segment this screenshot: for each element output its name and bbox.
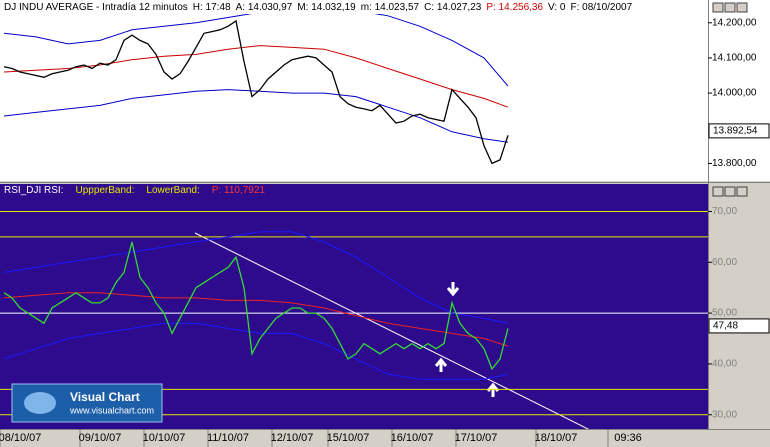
rsi-axis-area [708, 184, 770, 429]
y-tick-label: 14.000,00 [712, 88, 757, 99]
header-field: P: 14.256,36 [486, 2, 543, 13]
window-buttons[interactable] [712, 2, 748, 197]
last-value-box [708, 318, 770, 334]
logo: Visual Chart www.visualchart.com [11, 383, 163, 423]
price-panel [0, 0, 708, 181]
header-field: UppperBand: [75, 185, 134, 196]
x-tick-label: 11/10/07 [207, 432, 249, 444]
last-value-label: 13.892,54 [713, 126, 758, 137]
arrow-up [434, 357, 448, 372]
y-tick-label: 13.800,00 [712, 158, 757, 169]
close-button[interactable] [736, 2, 748, 13]
series-line [3, 322, 509, 380]
x-tick-label: 10/10/07 [143, 432, 186, 444]
y-tick-label: 40,00 [712, 359, 737, 370]
last-value-box [708, 123, 770, 139]
header-field: A: 14.030,97 [236, 2, 293, 13]
x-tick-label: 18/10/07 [535, 432, 578, 444]
series-line [3, 14, 509, 87]
header-field: V: 0 [548, 2, 566, 13]
series-line [3, 231, 509, 324]
header-field: C: 14.027,23 [424, 2, 482, 13]
series-line [3, 89, 509, 143]
minimize-button[interactable] [712, 186, 724, 197]
y-tick-label: 70,00 [712, 206, 737, 217]
y-tick-label: 14.200,00 [712, 17, 757, 28]
minimize-button[interactable] [712, 2, 724, 13]
header-field: LowerBand: [146, 185, 199, 196]
y-tick-label: 14.100,00 [712, 53, 757, 64]
y-tick-label: 60,00 [712, 257, 737, 268]
logo-icon [24, 392, 56, 414]
close-button[interactable] [736, 186, 748, 197]
maximize-button[interactable] [724, 2, 736, 13]
arrow-down [446, 282, 460, 297]
price-axis-area [708, 0, 770, 181]
title: DJ INDU AVERAGE - Intradía 12 minutos [4, 2, 188, 13]
header-field: H: 17:48 [193, 2, 231, 13]
x-tick-label: 09/10/07 [79, 432, 122, 444]
x-tick-label: 17/10/07 [455, 432, 498, 444]
y-tick-label: 50,00 [712, 308, 737, 319]
series-line [3, 292, 509, 347]
rsi-plot [0, 210, 708, 429]
y-tick-label: 30,00 [712, 409, 737, 420]
series-line [3, 19, 509, 165]
x-tick-label: 08/10/07 [0, 432, 41, 444]
x-tick-label: 15/10/07 [327, 432, 370, 444]
title: RSI_DJI RSI: [4, 185, 63, 196]
rsi-header: RSI_DJI RSI: UppperBand: LowerBand: P: 110,… [4, 185, 265, 196]
header-field: P: 110,7921 [212, 185, 266, 196]
header-field: m: 14.023,57 [361, 2, 420, 13]
x-tick-label: 09:36 [614, 432, 642, 444]
price-plot [3, 14, 509, 165]
price-header: DJ INDU AVERAGE - Intradía 12 minutos H: … [4, 2, 633, 13]
logo-title: Visual Chart [70, 390, 140, 404]
trend-line [194, 232, 590, 429]
logo-url: www.visualchart.com [69, 405, 154, 415]
x-tick-label: 12/10/07 [271, 432, 314, 444]
header-field: F: 08/10/2007 [570, 2, 632, 13]
maximize-button[interactable] [724, 186, 736, 197]
x-tick-label: 16/10/07 [391, 432, 434, 444]
header-field: M: 14.032,19 [297, 2, 356, 13]
series-line [3, 45, 509, 108]
last-value-label: 47,48 [713, 321, 738, 332]
series-line [3, 241, 509, 371]
